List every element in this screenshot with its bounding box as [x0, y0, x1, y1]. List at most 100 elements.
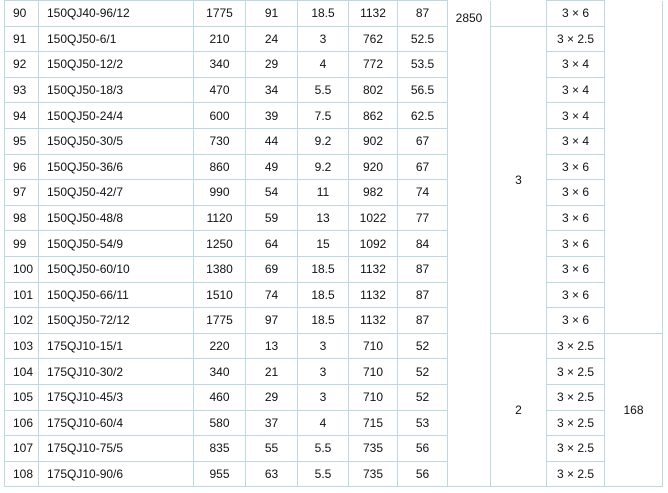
- table-cell: 175QJ10-60/4: [38, 409, 194, 437]
- table-cell: 150QJ50-30/5: [38, 127, 194, 155]
- table-cell: 53.5: [397, 51, 448, 78]
- table-cell: 3 × 2.5: [546, 383, 605, 411]
- table-cell: 87: [397, 255, 448, 283]
- table-cell: 3: [297, 25, 349, 53]
- table-cell: 92: [4, 51, 39, 78]
- table-cell: 340: [193, 51, 246, 78]
- table-cell: 95: [4, 127, 39, 155]
- table-cell: 710: [348, 332, 398, 360]
- table-cell: 735: [348, 460, 398, 488]
- table-cell: 87: [397, 0, 448, 27]
- table-cell: 150QJ50-24/4: [38, 102, 194, 129]
- table-cell: 52: [397, 332, 448, 360]
- table-row: 94 150QJ50-24/4 600 39 7.5 862 62.5 3 × 4: [4, 102, 663, 129]
- table-cell: 710: [348, 358, 398, 385]
- table-cell: 3 × 6: [546, 307, 605, 334]
- table-cell: 91: [245, 0, 298, 27]
- table-cell: 3 × 6: [546, 230, 605, 257]
- table-cell: 64: [245, 230, 298, 257]
- table-cell: 920: [348, 153, 398, 181]
- table-row: 104 175QJ10-30/2 340 21 3 710 52 3 × 2.5: [4, 358, 663, 385]
- table-cell: 1132: [348, 255, 398, 283]
- table-cell: 93: [4, 76, 39, 104]
- table-cell: 802: [348, 76, 398, 104]
- table-cell: 21: [245, 358, 298, 385]
- table-cell: 59: [245, 204, 298, 232]
- table-cell: 87: [397, 281, 448, 309]
- pump-spec-table: 90 150QJ40-96/12 1775 91 18.5 1132 87 2850 3 × 6…: [4, 0, 663, 488]
- table-cell: 175QJ10-90/6: [38, 460, 194, 488]
- table-cell: 150QJ50-12/2: [38, 51, 194, 78]
- table-cell: 13: [245, 332, 298, 360]
- table-row: 106 175QJ10-60/4 580 37 4 715 53 3 × 2.5: [4, 409, 663, 437]
- table-cell: 168: [604, 332, 663, 488]
- table-cell: 94: [4, 102, 39, 129]
- table-cell: 11: [297, 179, 349, 206]
- table-cell: 102: [4, 307, 39, 334]
- table-row: 107 175QJ10-75/5 835 55 5.5 735 56 3 × 2.5: [4, 435, 663, 462]
- table-cell: 2850: [447, 0, 491, 488]
- table-cell: 29: [245, 383, 298, 411]
- table-cell: 103: [4, 332, 39, 360]
- table-cell: 1380: [193, 255, 246, 283]
- table-cell: 150QJ50-36/6: [38, 153, 194, 181]
- table-cell: 2: [490, 332, 547, 488]
- table-cell: 150QJ50-72/12: [38, 307, 194, 334]
- table-cell: 3 × 2.5: [546, 435, 605, 462]
- table-row: 108 175QJ10-90/6 955 63 5.5 735 56 3 × 2.5: [4, 460, 663, 488]
- table-cell: 52: [397, 383, 448, 411]
- table-cell: 955: [193, 460, 246, 488]
- table-cell: 735: [348, 435, 398, 462]
- table-cell: 715: [348, 409, 398, 437]
- table-cell: 3 × 4: [546, 51, 605, 78]
- table-cell: 1775: [193, 0, 246, 27]
- table-cell: 18.5: [297, 255, 349, 283]
- table-cell: 470: [193, 76, 246, 104]
- table-cell: 106: [4, 409, 39, 437]
- table-cell: 3 × 2.5: [546, 358, 605, 385]
- table-cell: 730: [193, 127, 246, 155]
- table-cell: 3 × 6: [546, 179, 605, 206]
- table-row: 102 150QJ50-72/12 1775 97 18.5 1132 87 3 × 6: [4, 307, 663, 334]
- table-cell: 3 × 2.5: [546, 460, 605, 488]
- table-cell: 150QJ40-96/12: [38, 0, 194, 27]
- table-cell: 3 × 2.5: [546, 25, 605, 53]
- table-row: 95 150QJ50-30/5 730 44 9.2 902 67 3 × 4: [4, 127, 663, 155]
- table-cell: 1120: [193, 204, 246, 232]
- table-row: 96 150QJ50-36/6 860 49 9.2 920 67 3 × 6: [4, 153, 663, 181]
- table-cell: 4: [297, 51, 349, 78]
- table-cell: 24: [245, 25, 298, 53]
- table-cell: 53: [397, 409, 448, 437]
- table-row: 92 150QJ50-12/2 340 29 4 772 53.5 3 × 4: [4, 51, 663, 78]
- table-cell: 5.5: [297, 76, 349, 104]
- table-cell: 9.2: [297, 127, 349, 155]
- table-cell: 62.5: [397, 102, 448, 129]
- table-cell: 49: [245, 153, 298, 181]
- table-cell: 860: [193, 153, 246, 181]
- table-cell: 18.5: [297, 307, 349, 334]
- table-row: 98 150QJ50-48/8 1120 59 13 1022 77 3 × 6: [4, 204, 663, 232]
- table-cell: 3 × 6: [546, 281, 605, 309]
- table-cell: 175QJ10-15/1: [38, 332, 194, 360]
- table-cell: 600: [193, 102, 246, 129]
- table-cell: 56: [397, 460, 448, 488]
- table-cell: 63: [245, 460, 298, 488]
- table-cell: 96: [4, 153, 39, 181]
- table-cell: 5.5: [297, 435, 349, 462]
- table-row: 100 150QJ50-60/10 1380 69 18.5 1132 87 3 × 6: [4, 255, 663, 283]
- table-cell: 77: [397, 204, 448, 232]
- table-cell: 150QJ50-48/8: [38, 204, 194, 232]
- table-cell: 902: [348, 127, 398, 155]
- table-cell: 104: [4, 358, 39, 385]
- table-cell: 3 × 6: [546, 153, 605, 181]
- table-cell: 87: [397, 307, 448, 334]
- table-row: 90 150QJ40-96/12 1775 91 18.5 1132 87 2850 3 × 6: [4, 0, 663, 488]
- table-cell: 835: [193, 435, 246, 462]
- table-cell: 150QJ50-6/1: [38, 25, 194, 53]
- table-cell: 3 × 6: [546, 204, 605, 232]
- table-cell: 13: [297, 204, 349, 232]
- table-cell: 34: [245, 76, 298, 104]
- table-cell: 580: [193, 409, 246, 437]
- table-cell: 15: [297, 230, 349, 257]
- table-cell: 3 × 6: [546, 255, 605, 283]
